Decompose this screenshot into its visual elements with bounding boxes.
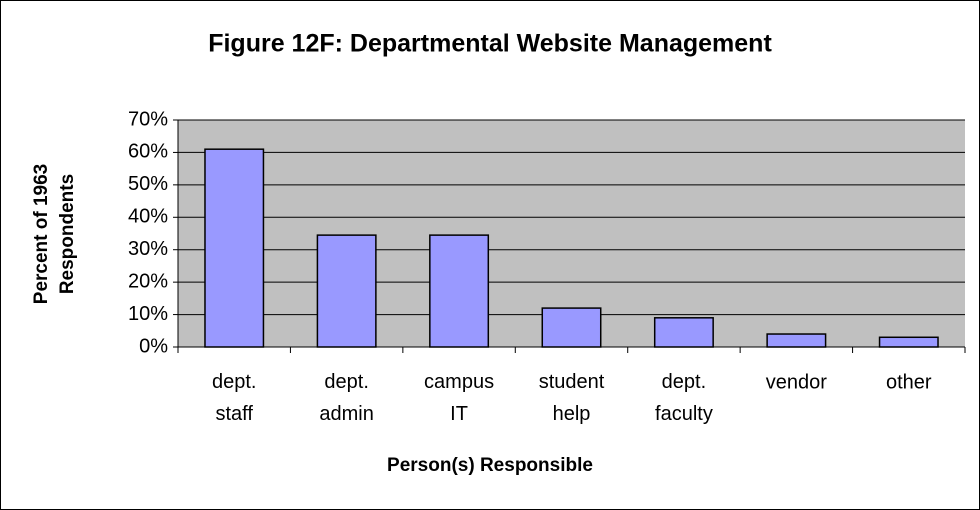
x-tick-label: dept. faculty [655, 371, 713, 425]
y-tick-label: 50% [128, 173, 168, 195]
y-tick-label: 20% [128, 270, 168, 292]
y-tick-label: 40% [128, 206, 168, 228]
bar [204, 148, 265, 348]
bar [429, 234, 490, 348]
chart-title: Figure 12F: Departmental Website Managem… [208, 30, 772, 58]
bar [766, 333, 827, 348]
x-axis-label: Person(s) Responsible [387, 455, 593, 476]
bar [541, 307, 602, 348]
y-tick-label: 30% [128, 238, 168, 260]
bar [653, 317, 714, 348]
bar [316, 234, 377, 348]
y-tick-label: 0% [139, 335, 168, 357]
x-tick-label: dept. admin [319, 371, 373, 425]
x-tick-label: vendor [766, 371, 827, 393]
y-axis-label-line: Respondents [57, 174, 78, 294]
x-tick-label: dept. staff [212, 371, 256, 425]
x-tick-label: other [886, 371, 932, 393]
y-tick-label: 60% [128, 141, 168, 163]
y-tick-label: 70% [128, 108, 168, 130]
x-tick-label: student help [539, 371, 605, 425]
y-axis-label-line: Percent of 1963 [31, 164, 52, 304]
y-tick-label: 10% [128, 303, 168, 325]
x-tick-label: campus IT [424, 371, 494, 425]
y-axis-label: Percent of 1963 Respondents [31, 164, 78, 304]
bar [878, 336, 939, 348]
